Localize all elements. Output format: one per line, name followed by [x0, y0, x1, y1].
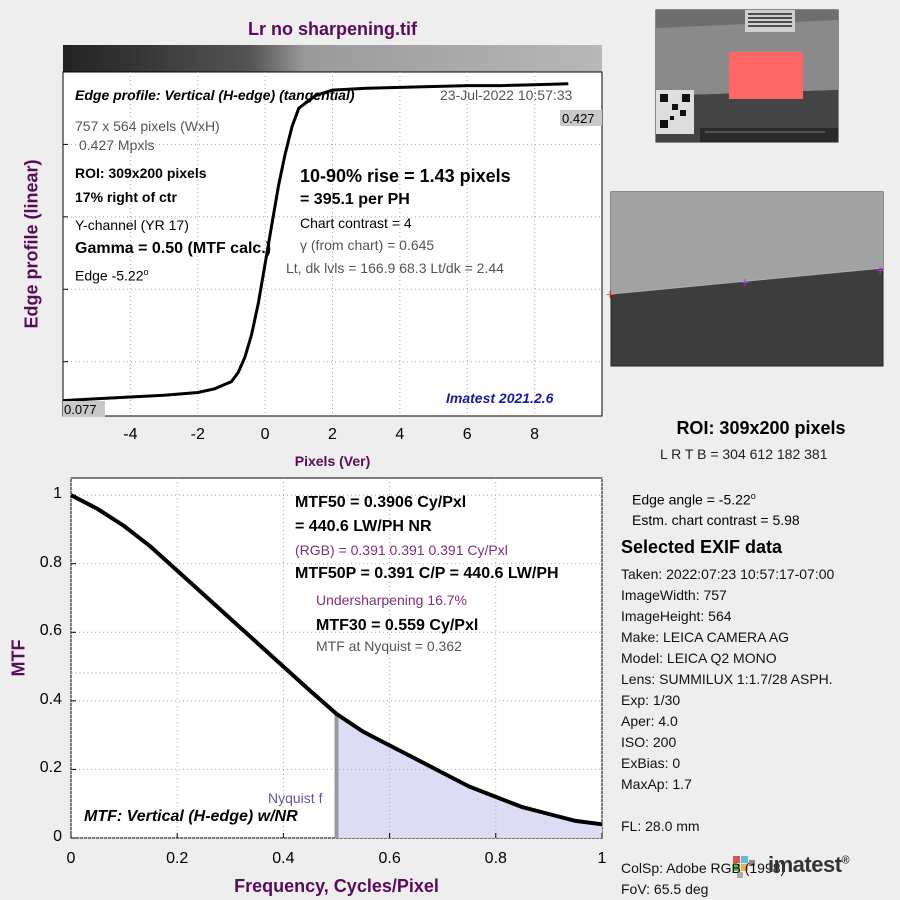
- mtf-x-tick-label: 0.2: [166, 850, 189, 867]
- edge-x-axis-label: Pixels (Ver): [294, 453, 371, 469]
- exif-taken: Taken: 2022:07:23 10:57:17-07:00: [621, 566, 835, 582]
- exif-make: Make: LEICA CAMERA AG: [621, 629, 790, 645]
- edge-x-tick-label: 2: [328, 426, 337, 443]
- roi-marker-right: +: [876, 262, 884, 278]
- mtf-curve: [70, 493, 603, 827]
- mtf-y-axis-label: MTF: [8, 639, 29, 677]
- image-thumbnail: [655, 9, 839, 143]
- light-dark-levels: Lt, dk lvls = 166.9 68.3 Lt/dk = 2.44: [286, 260, 504, 276]
- mtf-x-tick-label: 1: [597, 850, 607, 867]
- roi-edge-angle-value: Edge angle = -5.22: [632, 491, 751, 508]
- exif-maxap: MaxAp: 1.7: [621, 776, 692, 792]
- mtf-x-tick-label: 0.8: [484, 850, 507, 867]
- mtf-x-tick-label: 0: [66, 850, 76, 867]
- exif-color-space: ColSp: Adobe RGB (1998): [621, 860, 786, 876]
- chart-contrast: Chart contrast = 4: [300, 215, 412, 231]
- exif-focal-length: FL: 28.0 mm: [621, 818, 700, 834]
- edge-roi: ROI: 309x200 pixels: [75, 165, 207, 181]
- imatest-version: Imatest 2021.2.6: [446, 390, 554, 406]
- edge-heading: Edge profile: Vertical (H-edge) (tangent…: [75, 87, 355, 103]
- roi-crop-image: + + +: [606, 191, 884, 367]
- nyquist-label: Nyquist f: [268, 790, 323, 806]
- roi-lrtb: L R T B = 304 612 182 381: [660, 446, 828, 462]
- edge-x-tick-label: 8: [530, 426, 540, 443]
- rise-value: 10-90% rise = 1.43 pixels: [300, 166, 511, 186]
- mtf-plot-grid: [70, 478, 603, 839]
- roi-title: ROI: 309x200 pixels: [676, 418, 846, 438]
- edge-channel: Y-channel (YR 17): [75, 217, 189, 233]
- mtf-y-tick-label: 0.4: [39, 690, 62, 708]
- exif-iso: ISO: 200: [621, 734, 677, 750]
- exif-exposure: Exp: 1/30: [621, 692, 681, 708]
- mtf50-rgb: (RGB) = 0.391 0.391 0.391 Cy/Pxl: [295, 542, 508, 558]
- rise-per-ph: = 395.1 per PH: [300, 191, 410, 208]
- roi-estm-contrast: Estm. chart contrast = 5.98: [632, 512, 800, 528]
- edge-profile-curve: [62, 82, 569, 403]
- edge-high-label: 0.427: [562, 111, 595, 126]
- exif-model: Model: LEICA Q2 MONO: [621, 650, 777, 666]
- edge-x-tick-label: -2: [190, 426, 205, 443]
- edge-mpxls: 0.427 Mpxls: [79, 137, 155, 153]
- exif-aperture: Aper: 4.0: [621, 713, 678, 729]
- exif-fov: FoV: 65.5 deg: [621, 881, 709, 897]
- exif-lens: Lens: SUMMILUX 1:1.7/28 ASPH.: [621, 671, 833, 687]
- exif-exbias: ExBias: 0: [621, 755, 681, 771]
- edge-size: 757 x 564 pixels (WxH): [75, 118, 220, 134]
- edge-high-label-box: [560, 110, 602, 126]
- mtf30-value: MTF30 = 0.559 Cy/Pxl: [316, 617, 479, 634]
- mtf-x-tick-label: 0.4: [272, 850, 295, 867]
- mtf50-lwph: = 440.6 LW/PH NR: [295, 518, 432, 535]
- exif-image-height: ImageHeight: 564: [621, 608, 732, 624]
- mtf-y-tick-label: 0.6: [39, 622, 62, 640]
- edge-x-tick-label: 0: [260, 426, 270, 443]
- mtf-x-tick-label: 0.6: [378, 850, 401, 867]
- mtf-x-axis-label: Frequency, Cycles/Pixel: [234, 876, 439, 896]
- nyquist-marker: [334, 713, 339, 838]
- edge-angle-value: Edge -5.22: [75, 267, 144, 284]
- imatest-logo: imatest®: [768, 852, 850, 878]
- mtf-y-tick-label: 1: [53, 485, 62, 503]
- mtf-y-tick-label: 0: [53, 828, 62, 845]
- mtf50p-value: MTF50P = 0.391 C/P = 440.6 LW/PH: [295, 565, 559, 582]
- imatest-logo-text: imatest: [768, 852, 842, 877]
- mtf-y-tick-label: 0.8: [39, 553, 62, 571]
- roi-marker-left: +: [606, 286, 614, 302]
- edge-angle: Edge -5.22o: [75, 267, 149, 284]
- roi-edge-angle: Edge angle = -5.22o: [632, 491, 756, 508]
- roi-edge-angle-degree: o: [750, 491, 756, 501]
- edge-plot-gradient-strip: [63, 45, 602, 72]
- mtf-caption: MTF: Vertical (H-edge) w/NR: [84, 808, 298, 825]
- roi-marker: [729, 52, 803, 99]
- roi-marker-mid: +: [741, 274, 749, 290]
- edge-plot-x-ticks: [63, 143, 68, 363]
- imatest-logo-registered: ®: [841, 854, 850, 867]
- undersharpening: Undersharpening 16.7%: [316, 592, 467, 608]
- exif-title: Selected EXIF data: [621, 537, 783, 557]
- edge-low-label-box: [63, 401, 105, 417]
- mtf-y-tick-label: 0.2: [39, 759, 62, 777]
- exif-image-width: ImageWidth: 757: [621, 587, 727, 603]
- edge-gamma: Gamma = 0.50 (MTF calc.): [75, 240, 272, 257]
- edge-x-tick-label: 4: [395, 426, 405, 443]
- mtf-plot: [70, 477, 603, 839]
- file-title: Lr no sharpening.tif: [248, 19, 417, 39]
- edge-x-tick-label: 6: [462, 426, 472, 443]
- mtf-plot-ticks: [70, 494, 603, 839]
- imatest-logo-mark: [733, 856, 755, 878]
- edge-date: 23-Jul-2022 10:57:33: [440, 87, 573, 103]
- mtf-at-nyquist: MTF at Nyquist = 0.362: [316, 638, 462, 654]
- edge-x-tick-label: -4: [123, 426, 138, 443]
- edge-y-axis-label: Edge profile (linear): [21, 159, 42, 329]
- gamma-from-chart: γ (from chart) = 0.645: [300, 237, 435, 253]
- edge-angle-degree: o: [143, 267, 149, 277]
- edge-low-label: 0.077: [64, 402, 97, 417]
- edge-plot-grid: [63, 72, 602, 416]
- edge-position: 17% right of ctr: [75, 189, 177, 205]
- edge-profile-plot: [62, 45, 603, 417]
- mtf50-value: MTF50 = 0.3906 Cy/Pxl: [295, 494, 467, 511]
- nyquist-shaded-area: [336, 713, 602, 838]
